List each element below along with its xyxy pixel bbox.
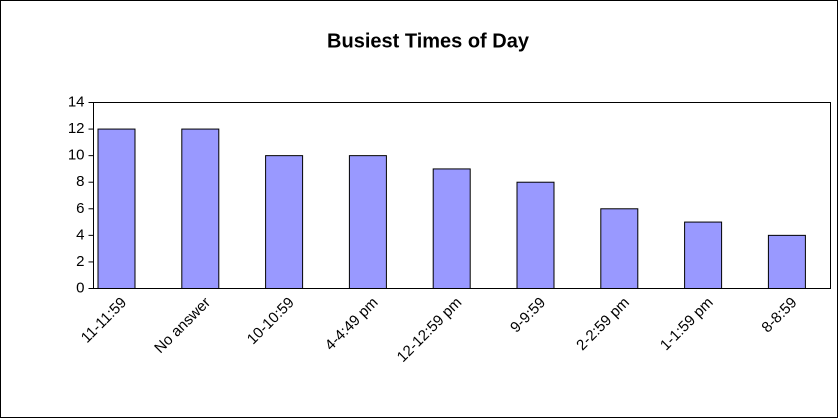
y-tick-label: 4 — [76, 226, 84, 243]
y-tick-label: 8 — [76, 173, 84, 190]
bar — [181, 128, 220, 289]
y-tick-label: 10 — [68, 147, 85, 164]
y-tick-label: 12 — [68, 120, 85, 137]
bar — [97, 128, 136, 289]
chart-title: Busiest Times of Day — [327, 30, 530, 52]
bar — [684, 221, 723, 289]
bar — [600, 208, 639, 290]
y-tick-label: 6 — [76, 200, 84, 217]
y-tick-label: 2 — [76, 253, 84, 270]
bar — [516, 181, 555, 289]
bar — [348, 155, 387, 289]
bar — [432, 168, 471, 289]
bar — [265, 155, 304, 289]
y-tick-label: 14 — [68, 93, 85, 110]
y-tick-label: 0 — [76, 279, 84, 296]
bar — [767, 234, 806, 290]
